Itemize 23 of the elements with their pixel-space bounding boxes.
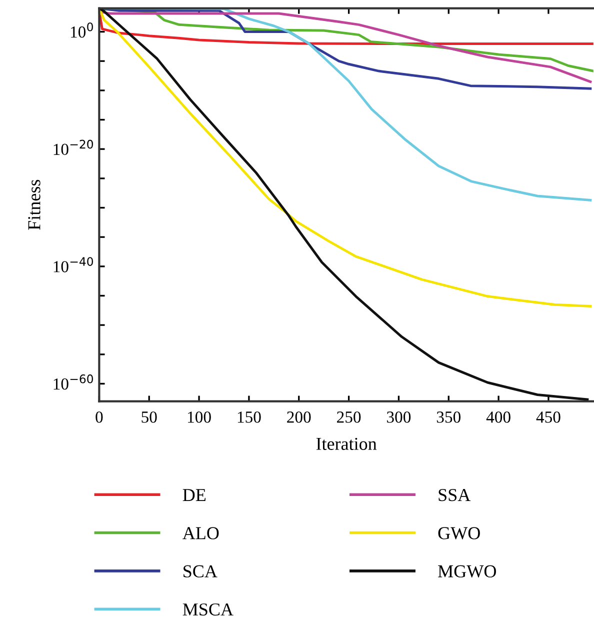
y-tick-label: 10$^{−20}$ bbox=[54, 140, 94, 155]
y-tick-label: 10$^{0}$ bbox=[70, 22, 93, 38]
x-tick-label: 150 bbox=[238, 412, 261, 423]
x-tick-label: 250 bbox=[337, 412, 361, 423]
x-tick-label: 50 bbox=[142, 412, 157, 423]
x-tick-label: 300 bbox=[387, 412, 411, 423]
y-tick-label: 10$^{−60}$ bbox=[54, 374, 94, 390]
y-axis-title: Fitness bbox=[28, 180, 40, 230]
x-tick-label: 100 bbox=[188, 412, 211, 423]
legend-label: GWO bbox=[438, 527, 480, 540]
x-tick-label: 400 bbox=[486, 412, 510, 423]
legend-label: ALO bbox=[182, 527, 219, 540]
legend-label: SSA bbox=[438, 488, 471, 502]
legend-label: MSCA bbox=[182, 603, 234, 616]
y-tick-label: 10$^{−40}$ bbox=[54, 257, 94, 272]
x-tick-label: 450 bbox=[536, 412, 560, 423]
legend-label: DE bbox=[182, 489, 206, 501]
legend-label: MGWO bbox=[438, 565, 496, 578]
x-tick-label: 200 bbox=[287, 412, 311, 423]
x-tick-label: 350 bbox=[436, 412, 461, 423]
x-tick-label: 0 bbox=[96, 412, 103, 423]
x-axis-title: Iteration bbox=[316, 438, 377, 450]
legend-label: SCA bbox=[184, 565, 218, 578]
